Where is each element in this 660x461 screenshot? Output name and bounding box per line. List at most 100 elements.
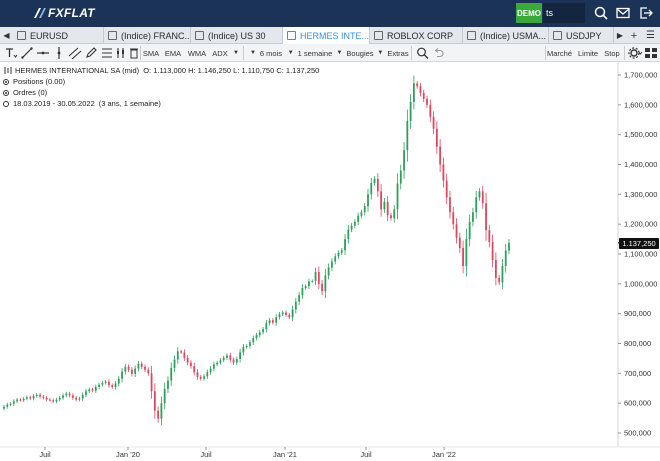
tabs-next-button[interactable]: ▶ [616,31,624,40]
symbol-search-input[interactable]: ts [543,3,585,23]
candle-body [108,381,110,386]
price-chart[interactable]: 500,000 600,000 700,000 800,000 900,000 1,000… [0,62,660,461]
logo-mark-icon [34,8,46,18]
candle-body [508,242,510,251]
candle-body [88,389,91,392]
x-tick-label: Juil [360,450,372,459]
candle-body [35,394,38,397]
chart-type-select[interactable]: ▼ Bougies [334,45,376,61]
orders-line[interactable]: Ordres (0) [3,87,319,98]
ohlc-values: O: 1.113,000 H: 1.146,250 L: 1.110,750 C… [143,66,320,75]
candle-body [363,206,366,213]
period-select[interactable]: ▼ 6 mois [246,45,286,61]
candle-body [455,224,458,238]
y-tick-label: 1,600,000 [624,100,657,109]
tab-eurusd[interactable]: EURUSD [13,27,104,44]
zoom-icon[interactable] [416,46,429,60]
market-order-button[interactable]: Marché [546,48,572,58]
y-tick-label: 1,500,000 [624,130,657,139]
search-icon[interactable] [593,5,609,21]
brand-logo[interactable]: FXFLAT [34,6,95,20]
interval-select[interactable]: ▼ 1 semaine [286,45,334,61]
candle-body [458,237,461,249]
tab-usdjpy[interactable]: USDJPY [549,27,614,44]
candle-body [153,391,156,411]
mail-icon[interactable] [615,5,631,21]
tab-indice-us30[interactable]: (Indice) US 30 [191,27,283,44]
undo-icon[interactable] [432,46,445,60]
x-tick-label: Juil [200,450,212,459]
indicator-ema-button[interactable]: EMA [164,48,182,58]
trendline-tool-icon[interactable] [20,46,34,60]
candle-body [435,128,438,147]
stop-order-button[interactable]: Stop [604,48,620,58]
candle-body [6,404,9,407]
logout-icon[interactable] [638,5,654,21]
candle-body [367,194,369,207]
candle-body [212,364,215,369]
candle-body [504,250,507,266]
candle-body [91,389,94,391]
candle-body [390,215,392,219]
dropdown-chevron-icon: ▼ [249,50,256,56]
y-tick-label: 600,000 [624,399,651,408]
y-tick-label: 1,400,000 [624,160,657,169]
indicators-dropdown-chevron-icon[interactable]: ▼ [233,50,239,56]
channel-tool-icon[interactable] [68,46,82,60]
candle-body [429,104,432,117]
candle-body [42,396,45,398]
add-tab-button[interactable]: + [630,29,638,42]
indicator-wma-button[interactable]: WMA [187,48,207,58]
settings-gear-icon[interactable] [627,46,643,60]
indicator-sma-button[interactable]: SMA [142,48,160,58]
extras-menu[interactable]: ▼ Extras [376,45,410,61]
demo-badge[interactable]: DEMO [516,3,542,23]
tab-hermes[interactable]: HERMES INTE... [283,27,370,44]
layout-icon[interactable] [644,46,658,60]
candle-body [45,397,48,400]
tab-roblox[interactable]: ROBLOX CORP [370,27,463,44]
delete-drawings-icon[interactable] [128,46,140,60]
candle-body [406,120,409,151]
candle-body [278,314,281,318]
limit-order-button[interactable]: Limite [577,48,598,58]
y-tick-label: 700,000 [624,369,651,378]
candle-body [134,368,137,374]
candle-body [262,329,264,333]
candle-body [173,359,176,368]
orders-label: Ordres (0) [13,88,48,97]
candle-body [462,248,464,266]
measure-tool-icon[interactable] [114,46,128,60]
text-tool-icon[interactable] [4,46,18,60]
tab-indice-france[interactable]: (Indice) FRANC... [104,27,191,44]
candle-body [65,393,68,396]
candle-body [357,215,360,222]
candle-body [62,395,64,398]
pencil-tool-icon[interactable] [84,46,98,60]
tabs-menu-button[interactable]: ☰ [646,30,655,41]
indicator-adx-button[interactable]: ADX [212,48,228,58]
candle-body [294,301,297,310]
chart-toolbar: SMA EMA WMA ADX ▼ ▼ 6 mois ▼ 1 semaine ▼… [0,44,660,62]
candle-body [137,363,140,369]
toolbar-separator [624,46,625,60]
candle-body [468,221,471,240]
vertical-line-tool-icon[interactable] [52,46,66,60]
tabs-prev-button[interactable]: ◀ [3,31,10,40]
dropdown-chevron-icon: ▼ [336,50,343,56]
candle-body [144,366,146,370]
positions-line[interactable]: Positions (0.00) [3,76,319,87]
tab-indice-usma[interactable]: (Indice) USMA... [463,27,549,44]
candle-body [265,323,268,330]
candle-body [190,362,192,367]
candle-body [403,150,405,171]
candle-body [39,394,41,397]
candle-body [258,332,261,336]
fibonacci-tool-icon[interactable] [100,46,114,60]
candle-body [350,225,353,230]
candle-body [396,183,399,210]
y-tick-label: 1,100,000 [624,250,657,259]
horizontal-line-tool-icon[interactable] [36,46,50,60]
candle-body [347,229,350,240]
candle-body [255,335,258,339]
